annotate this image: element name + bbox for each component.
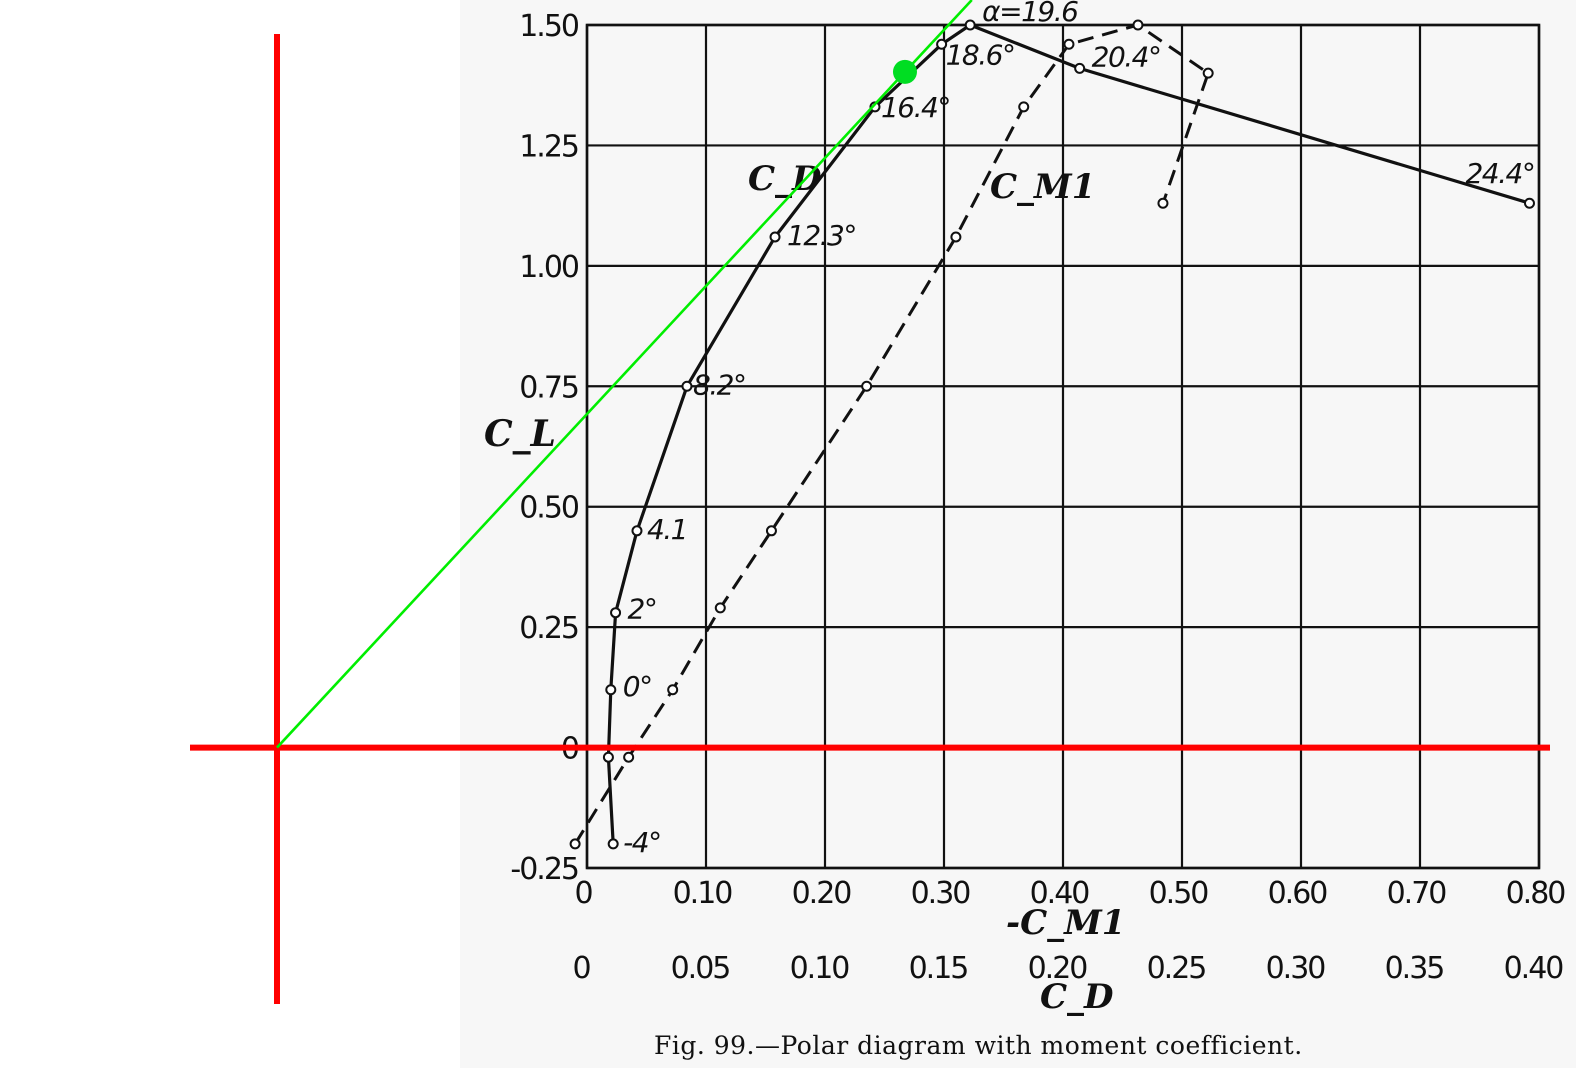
drag-data-point: [964, 19, 976, 31]
moment-tick-label: 0.10: [673, 876, 733, 911]
tangent-line: [276, 0, 973, 749]
tick-labels: -0.2500.250.500.751.001.251.5000.100.200…: [510, 9, 1567, 986]
moment-tick-label: 0.40: [1030, 876, 1090, 911]
drag-data-point: [681, 380, 693, 392]
moment-data-point: [1157, 197, 1169, 209]
y-axis-label: C_L: [484, 413, 556, 455]
cd-curve-label: C_D: [748, 159, 822, 199]
drag-tick-label: 0.20: [1028, 951, 1088, 986]
y-tick-label: 0.50: [519, 491, 579, 526]
drag-tick-label: 0.15: [909, 951, 968, 986]
curves: [569, 19, 1535, 850]
moment-data-point: [623, 751, 635, 763]
drag-tick-label: 0.25: [1147, 951, 1206, 986]
moment-data-point: [1202, 67, 1214, 79]
moment-data-point: [1063, 38, 1075, 50]
moment-data-point: [714, 602, 726, 614]
y-tick-label: 1.00: [519, 250, 579, 285]
drag-data-point: [936, 38, 948, 50]
y-tick-label: -0.25: [510, 852, 578, 887]
moment-data-point: [765, 525, 777, 537]
drag-data-point: [631, 525, 643, 537]
y-tick-label: 0.25: [519, 611, 578, 646]
moment-tick-label: 0.60: [1268, 876, 1328, 911]
y-tick-label: 1.50: [519, 9, 579, 44]
drag-data-point: [605, 684, 617, 696]
overlay: [190, 0, 1550, 1004]
drag-tick-label: 0.40: [1504, 951, 1564, 986]
point-labels: -4° 0° 2° 4.1 8.2° 12.3° 16.4° 18.6° α=19.6 20.4°…: [623, 0, 1536, 859]
drag-data-point: [1074, 62, 1086, 74]
moment-data-point: [861, 380, 873, 392]
angle-label: α=19.6: [982, 0, 1078, 28]
moment-data-point: [667, 684, 679, 696]
moment-tick-label: 0.50: [1149, 876, 1209, 911]
moment-data-point: [1132, 19, 1144, 31]
angle-label: 20.4°: [1092, 40, 1161, 73]
angle-label: 2°: [628, 593, 657, 626]
moment-axis-label: -C_M1: [1006, 903, 1125, 943]
drag-data-point: [769, 231, 781, 243]
drag-tick-label: 0.05: [671, 951, 730, 986]
figure-caption: Fig. 99.—Polar diagram with moment coeff…: [654, 1031, 1303, 1060]
moment-data-point: [1018, 101, 1030, 113]
drag-series-line: [606, 23, 1530, 844]
drag-data-point: [610, 607, 622, 619]
moment-tick-label: 0: [574, 876, 592, 911]
tangent-point: [892, 59, 917, 84]
angle-label: 4.1: [647, 513, 687, 546]
angle-label: 24.4°: [1465, 157, 1534, 190]
moment-data-point: [569, 838, 581, 850]
drag-data-point: [1523, 197, 1535, 209]
drag-tick-label: 0: [572, 951, 590, 986]
drag-tick-label: 0.35: [1385, 951, 1444, 986]
drag-tick-label: 0.10: [790, 951, 850, 986]
drag-axis-label: C_D: [1040, 977, 1114, 1017]
moment-data-point: [950, 231, 962, 243]
drag-data-point: [607, 838, 619, 850]
moment-tick-label: 0.20: [792, 876, 852, 911]
moment-tick-label: 0.80: [1506, 876, 1566, 911]
angle-label: 12.3°: [787, 219, 856, 252]
angle-label: 18.6°: [946, 38, 1015, 71]
angle-label: 0°: [623, 670, 652, 703]
y-tick-label: 1.25: [519, 129, 578, 164]
scanned-page: [460, 0, 1576, 1068]
angle-label: 16.4°: [881, 91, 950, 124]
angle-label: -4°: [623, 826, 660, 859]
cm-curve-label: C_M1: [990, 167, 1095, 207]
moment-tick-label: 0.70: [1387, 876, 1447, 911]
y-tick-label: 0.75: [519, 370, 578, 405]
angle-label: 8.2°: [693, 368, 746, 401]
drag-data-point: [602, 751, 614, 763]
moment-tick-label: 0.30: [911, 876, 971, 911]
drag-tick-label: 0.30: [1266, 951, 1326, 986]
moment-series-line: [573, 23, 1210, 845]
